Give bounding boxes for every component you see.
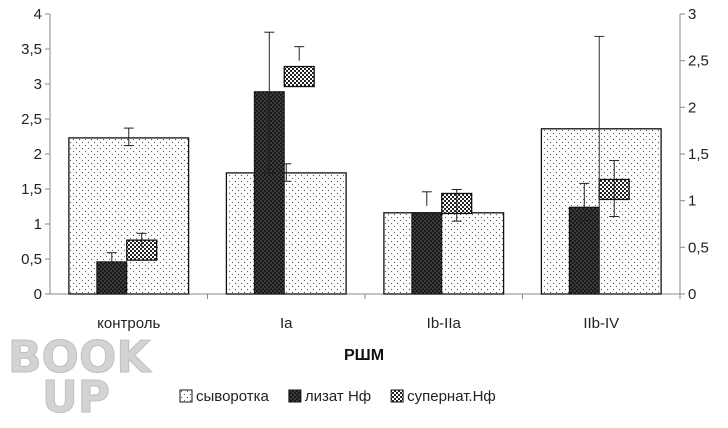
right-tick-label: 1,5 — [688, 146, 709, 163]
left-tick-label: 3 — [34, 76, 42, 93]
left-tick-label: 0,5 — [21, 251, 42, 268]
watermark-line1: BOOK — [8, 332, 152, 383]
left-tick-label: 1 — [34, 216, 42, 233]
x-axis-label: РШМ — [344, 347, 384, 364]
legend-label: супернат.Нф — [407, 388, 496, 405]
left-tick-label: 3,5 — [21, 41, 42, 58]
category-labels: контроль Ia Ib-IIa IIb-IV — [97, 315, 619, 332]
tick-labels: 0 0,5 1 1,5 2 2,5 3 3,5 4 0 0,5 1 1,5 2 2,5 3 — [21, 6, 709, 303]
category-label: Ib-IIa — [427, 315, 462, 332]
right-tick-label: 2,5 — [688, 53, 709, 70]
bar-syvorotka — [225, 172, 347, 295]
left-tick-label: 4 — [34, 6, 42, 23]
right-tick-label: 2 — [688, 99, 696, 116]
legend-swatch — [390, 389, 404, 403]
error-bars — [106, 31, 620, 294]
bar-lizat — [411, 212, 443, 295]
left-tick-label: 0 — [34, 286, 42, 303]
legend-label: сыворотка — [196, 388, 270, 405]
right-tick-label: 3 — [688, 6, 696, 23]
bar-syvorotka — [540, 128, 662, 295]
bars — [68, 65, 662, 295]
left-tick-label: 1,5 — [21, 181, 42, 198]
left-tick-label: 2 — [34, 146, 42, 163]
marker-supernat — [283, 65, 315, 88]
legend-label: лизат Нф — [305, 388, 371, 405]
watermark-line2: UP — [42, 372, 110, 423]
category-label: IIb-IV — [583, 315, 619, 332]
watermark: BOOK UP — [8, 332, 153, 424]
legend-swatch — [179, 389, 193, 403]
bar-lizat — [568, 206, 600, 295]
category-label: Ia — [280, 315, 293, 332]
legend-swatch — [288, 389, 302, 403]
bar-syvorotka — [68, 137, 190, 295]
bar-lizat — [96, 261, 128, 295]
right-tick-label: 0 — [688, 286, 696, 303]
right-tick-label: 1 — [688, 193, 696, 210]
left-tick-label: 2,5 — [21, 111, 42, 128]
category-label: контроль — [97, 315, 160, 332]
legend: сыворотка лизат Нф супернат.Нф — [179, 388, 496, 405]
right-tick-label: 0,5 — [688, 239, 709, 256]
bar-syvorotka — [383, 212, 505, 295]
